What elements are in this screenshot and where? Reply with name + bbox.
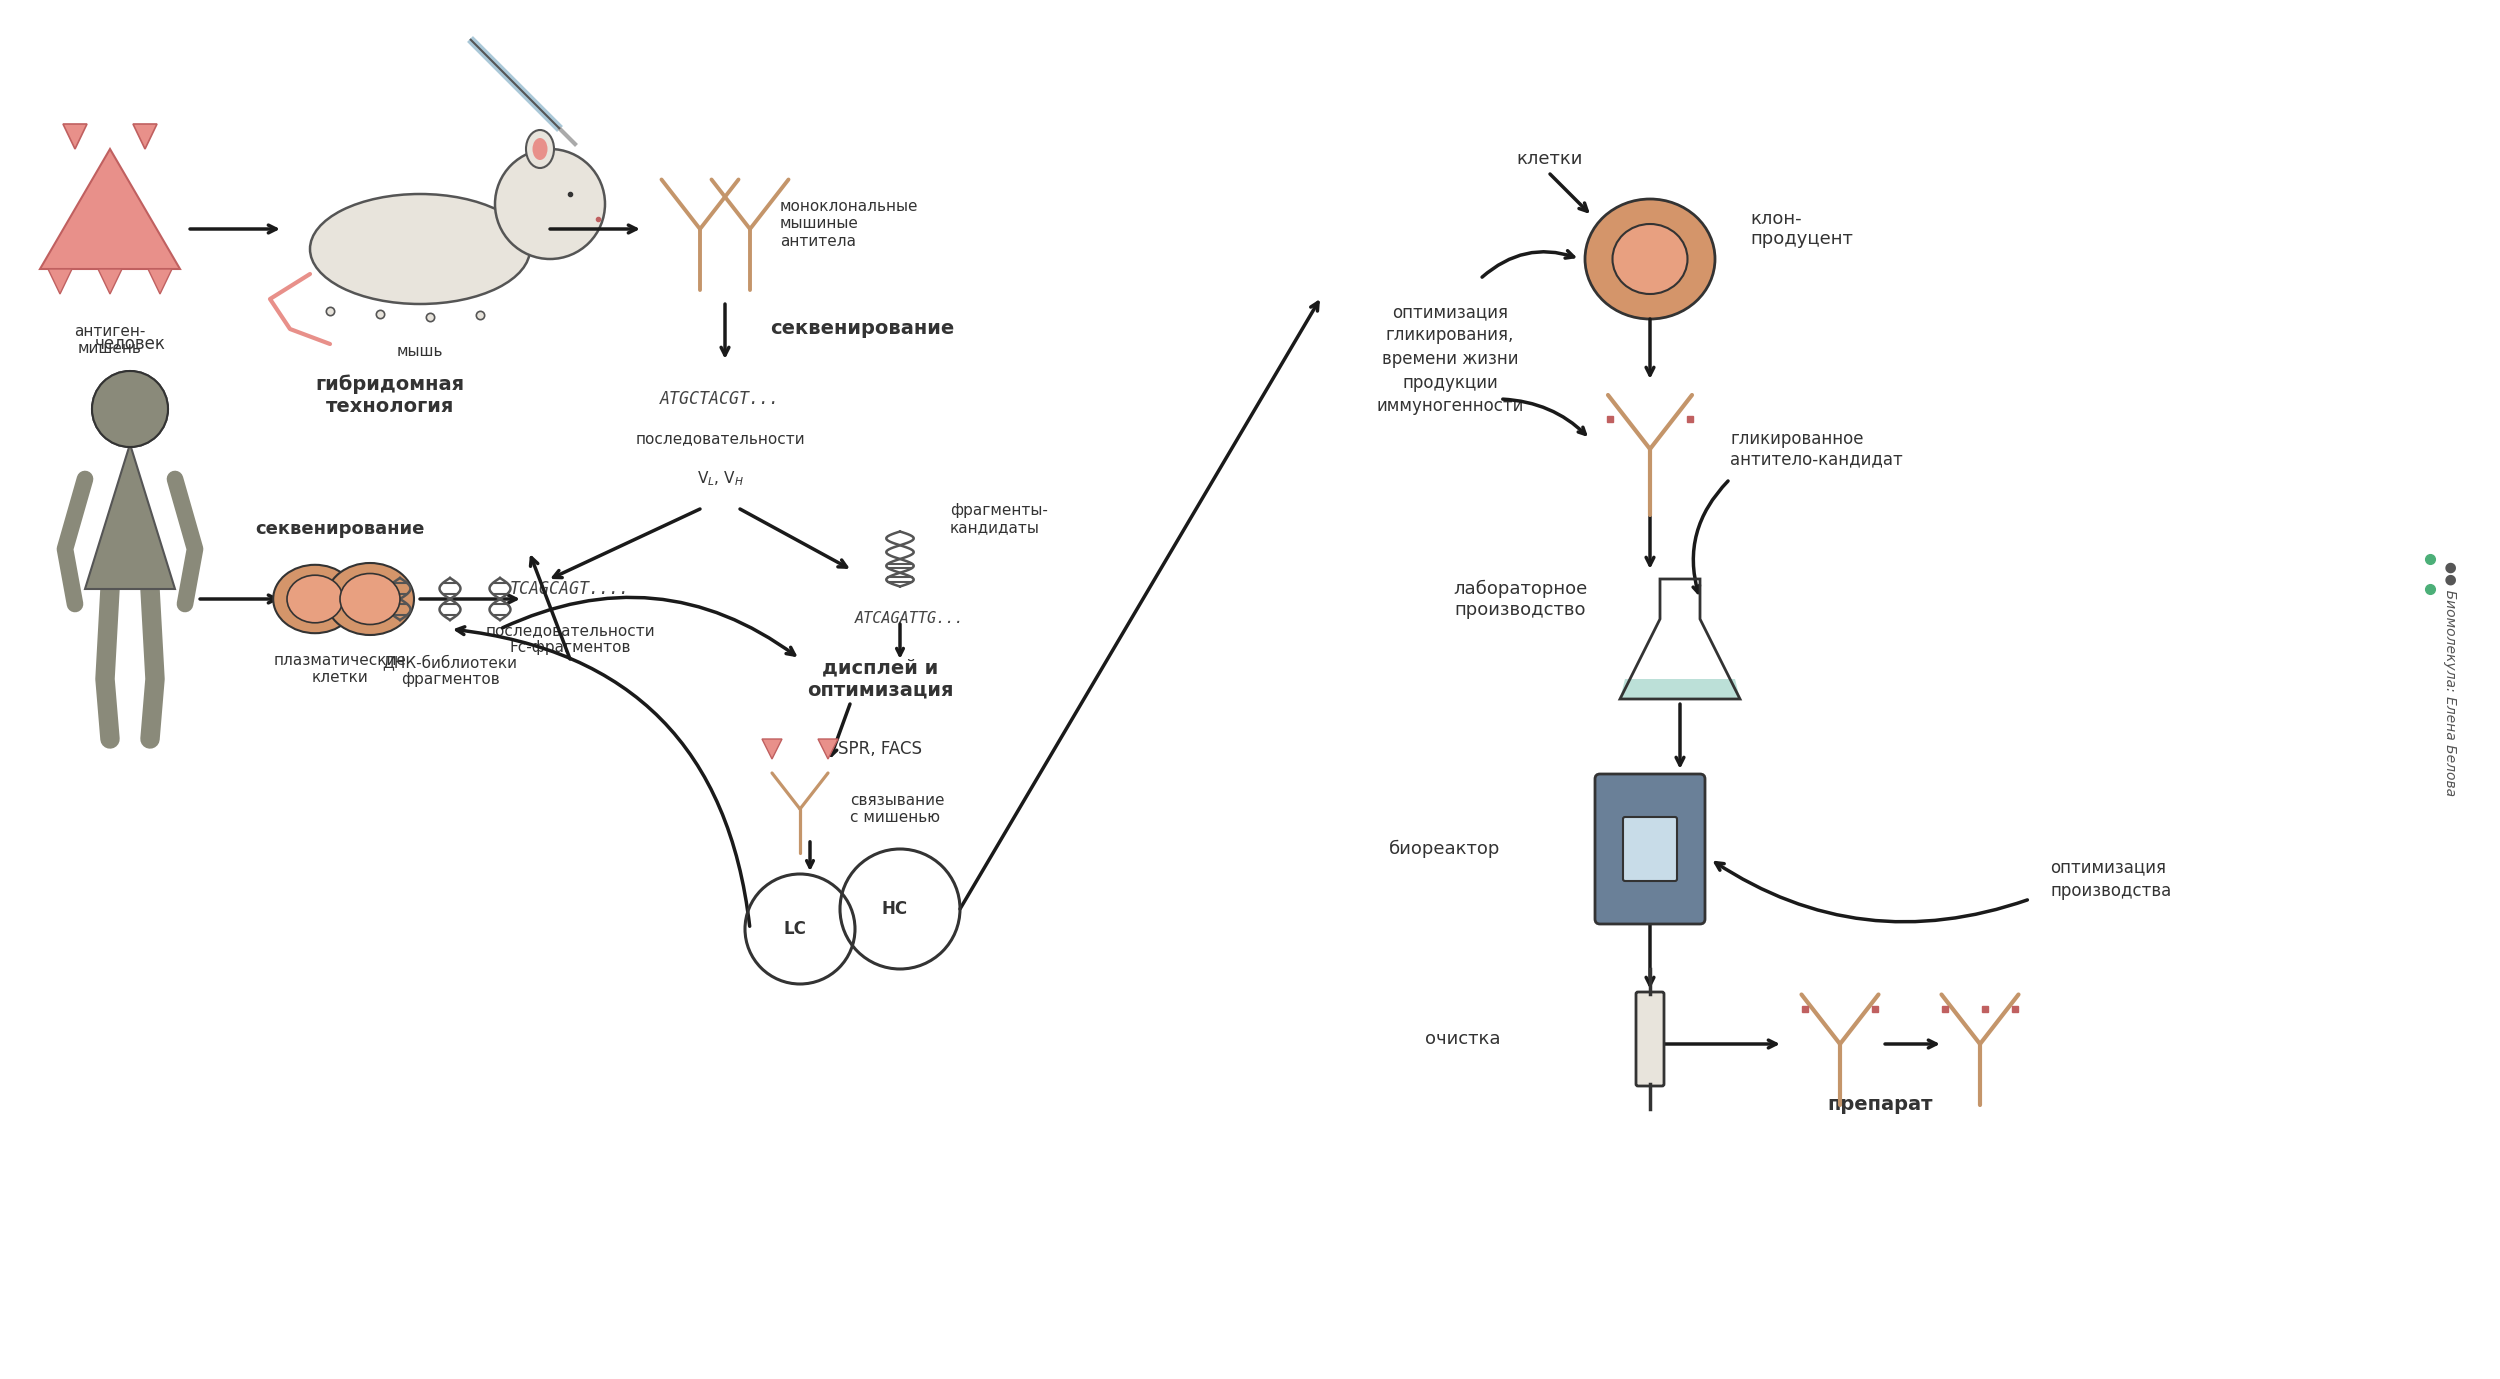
- Ellipse shape: [525, 130, 555, 168]
- Text: фрагменты-
кандидаты: фрагменты- кандидаты: [950, 503, 1048, 535]
- Ellipse shape: [340, 574, 400, 625]
- Text: последовательности
Fc-фрагментов: последовательности Fc-фрагментов: [485, 623, 655, 655]
- FancyBboxPatch shape: [1595, 774, 1705, 924]
- Polygon shape: [48, 269, 72, 294]
- Text: гликированное
антитело-кандидат: гликированное антитело-кандидат: [1730, 430, 1902, 469]
- Text: секвенирование: секвенирование: [770, 320, 955, 338]
- Circle shape: [92, 371, 168, 447]
- Ellipse shape: [1585, 199, 1715, 319]
- Text: V$_L$, V$_H$: V$_L$, V$_H$: [698, 470, 742, 488]
- Text: гибридомная
технология: гибридомная технология: [315, 374, 465, 415]
- Text: оптимизация
гликирования,
времени жизни
продукции
иммуногенности: оптимизация гликирования, времени жизни …: [1378, 303, 1522, 415]
- Text: лабораторное
производство: лабораторное производство: [1452, 579, 1588, 619]
- Polygon shape: [1620, 678, 1740, 699]
- Circle shape: [92, 371, 168, 447]
- Text: клетки: клетки: [1518, 150, 1582, 168]
- Text: SPR, FACS: SPR, FACS: [838, 741, 922, 758]
- Polygon shape: [85, 444, 175, 589]
- Text: ATCAGATTG...: ATCAGATTG...: [855, 611, 965, 626]
- Text: мышь: мышь: [398, 343, 442, 359]
- Ellipse shape: [532, 138, 548, 160]
- Circle shape: [495, 149, 605, 259]
- Text: последовательности: последовательности: [635, 432, 805, 447]
- Text: TCAGCAGT....: TCAGCAGT....: [510, 581, 630, 598]
- Text: дисплей и
оптимизация: дисплей и оптимизация: [808, 659, 952, 699]
- Text: моноклональные
мышиные
антитела: моноклональные мышиные антитела: [780, 199, 918, 248]
- Polygon shape: [148, 269, 173, 294]
- Text: секвенирование: секвенирование: [255, 520, 425, 538]
- Text: ●● Биомолекула: Елена Белова: ●● Биомолекула: Елена Белова: [2442, 561, 2458, 797]
- Text: биореактор: биореактор: [1388, 840, 1500, 858]
- Polygon shape: [98, 269, 122, 294]
- Polygon shape: [62, 124, 88, 149]
- Text: человек: человек: [95, 335, 165, 353]
- Ellipse shape: [272, 565, 358, 633]
- FancyBboxPatch shape: [1635, 992, 1665, 1087]
- Ellipse shape: [325, 563, 415, 634]
- Text: ДНК-библиотеки
фрагментов: ДНК-библиотеки фрагментов: [382, 654, 518, 687]
- Text: плазматические
клетки: плазматические клетки: [272, 652, 408, 685]
- Polygon shape: [762, 739, 782, 758]
- Text: оптимизация
производства: оптимизация производства: [2050, 858, 2170, 900]
- Text: ATGCTACGT...: ATGCTACGT...: [660, 390, 780, 408]
- Text: очистка: очистка: [1425, 1030, 1500, 1048]
- Ellipse shape: [1612, 223, 1688, 294]
- Polygon shape: [818, 739, 838, 758]
- Polygon shape: [132, 124, 158, 149]
- Polygon shape: [40, 149, 180, 269]
- Ellipse shape: [288, 575, 342, 623]
- FancyBboxPatch shape: [1622, 816, 1678, 881]
- Text: связывание
с мишенью: связывание с мишенью: [850, 793, 945, 825]
- Text: клон-
продуцент: клон- продуцент: [1750, 210, 1852, 248]
- Text: препарат: препарат: [1828, 1095, 1932, 1113]
- Text: HC: HC: [882, 900, 908, 918]
- Text: антиген-
мишень: антиген- мишень: [75, 324, 145, 356]
- Ellipse shape: [310, 194, 530, 303]
- Text: LC: LC: [782, 920, 808, 938]
